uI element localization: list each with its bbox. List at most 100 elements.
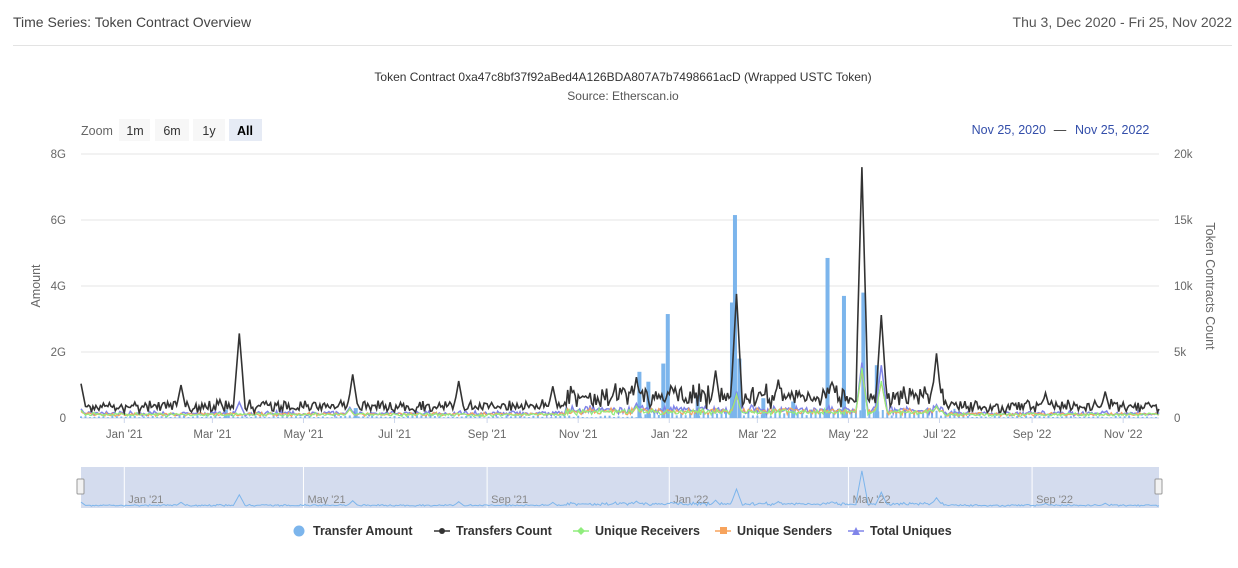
transfer-amount-bar [1029, 416, 1032, 418]
transfer-amount-bar [366, 416, 369, 418]
y-right-tick-label: 10k [1174, 281, 1193, 293]
transfer-amount-bar [97, 416, 100, 418]
transfer-amount-bar [1034, 415, 1037, 418]
chart-title: Token Contract 0xa47c8bf37f92aBed4A126BD… [374, 70, 871, 84]
transfer-amount-bar [317, 416, 320, 418]
transfer-amount-bar [966, 415, 969, 418]
transfer-amount-bar [841, 295, 846, 418]
transfer-amount-bar [245, 416, 248, 418]
legend-item-transfers-count[interactable]: Transfers Count [434, 524, 553, 538]
transfer-amount-bar [563, 416, 566, 418]
x-tick-label: Mar '21 [193, 429, 231, 441]
transfer-amount-bar [1096, 416, 1099, 418]
transfer-amount-bar [263, 416, 266, 418]
transfer-amount-bar [492, 416, 495, 418]
x-tick-label: Nov '22 [1104, 429, 1143, 441]
zoom-button-all[interactable]: All [229, 119, 262, 141]
transfer-amount-bar [599, 416, 602, 418]
transfer-amount-bar [595, 417, 598, 418]
transfer-amount-bar [321, 416, 324, 418]
chart-subtitle: Source: Etherscan.io [567, 89, 679, 103]
legend-item-unique-senders[interactable]: Unique Senders [715, 524, 832, 538]
transfer-amount-bar [617, 416, 620, 418]
transfer-amount-bar [460, 416, 463, 418]
transfer-amount-bar [680, 413, 683, 418]
transfer-amount-bar [514, 415, 517, 418]
transfer-amount-bar [536, 415, 539, 418]
transfer-amount-bar [644, 414, 647, 418]
transfer-amount-bar [357, 416, 360, 418]
x-tick-label: Jan '22 [651, 429, 688, 441]
transfer-amount-bar [250, 417, 253, 418]
navigator-handle-right[interactable] [1154, 478, 1163, 495]
transfer-amount-bar [205, 416, 208, 418]
transfer-amount-bar [478, 415, 481, 418]
transfer-amount-bar [980, 416, 983, 418]
transfer-amount-bar [281, 415, 284, 418]
transfer-amount-bar [940, 415, 943, 418]
transfer-amount-bar [312, 417, 315, 418]
transfer-amount-bar [825, 257, 830, 418]
x-tick-label: Jul '21 [378, 429, 411, 441]
transfer-amount-bar [124, 416, 127, 418]
transfer-amount-bar [796, 412, 799, 418]
legend-item-unique-receivers[interactable]: Unique Receivers [573, 524, 700, 538]
transfer-amount-bar [330, 417, 333, 418]
navigator-handle-left[interactable] [76, 478, 85, 495]
transfer-amount-bar [406, 415, 409, 418]
transfer-amount-bar [200, 416, 203, 418]
legend-item-transfer-amount[interactable]: Transfer Amount [293, 524, 414, 538]
transfer-amount-bar [1137, 416, 1140, 418]
transfer-amount-bar [138, 417, 141, 418]
transfer-amount-bar [303, 415, 306, 418]
range-to-input: Nov 25, 2022 [1075, 123, 1149, 137]
navigator[interactable]: Jan '21 May '21 Sep '21 Jan '22 May '22 Sep '… [76, 467, 1163, 508]
transfer-amount-bar [375, 416, 378, 418]
transfer-amount-bar [671, 411, 674, 418]
x-tick-label: Jan '21 [106, 429, 143, 441]
zoom-label: Zoom [81, 124, 113, 138]
panel-title: Time Series: Token Contract Overview [13, 14, 252, 30]
transfer-amount-bar [1078, 417, 1081, 418]
transfer-amount-bar [187, 417, 190, 418]
zoom-button-all-label: All [237, 124, 253, 138]
x-axis-ticks: Jan '21 Mar '21 May '21 Jul '21 Sep '21 Nov '… [106, 418, 1143, 441]
transfer-amount-bar [84, 416, 87, 418]
transfer-amount-bar [971, 417, 974, 418]
transfer-amount-bar [769, 415, 772, 418]
x-tick-label: Mar '22 [738, 429, 776, 441]
y-tick-label: 2G [51, 347, 66, 359]
transfer-amount-bar [362, 416, 365, 418]
navigator-tick-label: Sep '21 [491, 494, 528, 506]
transfer-amount-bar [147, 416, 150, 418]
y-axis-title: Amount [29, 264, 43, 308]
panel-date-range: Thu 3, Dec 2020 - Fri 25, Nov 2022 [1012, 14, 1232, 30]
y-tick-label: 6G [51, 215, 66, 227]
zoom-button-6m[interactable]: 6m [155, 119, 189, 141]
transfer-amount-bar [93, 416, 96, 418]
legend-marker-transfers-count [439, 528, 445, 534]
transfer-amount-bar [711, 410, 714, 418]
transfer-amount-bar [129, 415, 132, 418]
transfer-amount-bar [232, 416, 235, 418]
transfer-amount-bar [1065, 415, 1068, 418]
y-axis-ticks: 0 2G 4G 6G 8G [51, 149, 66, 425]
zoom-button-1y[interactable]: 1y [193, 119, 225, 141]
transfer-amount-bar [805, 415, 808, 418]
y-right-tick-label: 20k [1174, 149, 1193, 161]
x-tick-label: Nov '21 [559, 429, 598, 441]
transfer-amount-bar [1123, 416, 1126, 418]
transfer-amount-bar [545, 417, 548, 418]
transfer-amount-bar [442, 417, 445, 418]
transfer-amount-bar [451, 416, 454, 418]
range-from-input[interactable]: Nov 25, 2020 [972, 123, 1046, 137]
transfer-amount-bar [286, 416, 289, 418]
zoom-button-1m[interactable]: 1m [119, 119, 150, 141]
transfer-amount-bar [661, 363, 666, 418]
navigator-selection[interactable] [81, 467, 1159, 508]
transfer-amount-bar [433, 416, 436, 418]
legend-item-total-uniques[interactable]: Total Uniques [848, 524, 952, 538]
y-right-tick-label: 0 [1174, 413, 1180, 425]
transfer-amount-bar [389, 416, 392, 418]
transfer-amount-bar [214, 416, 217, 418]
